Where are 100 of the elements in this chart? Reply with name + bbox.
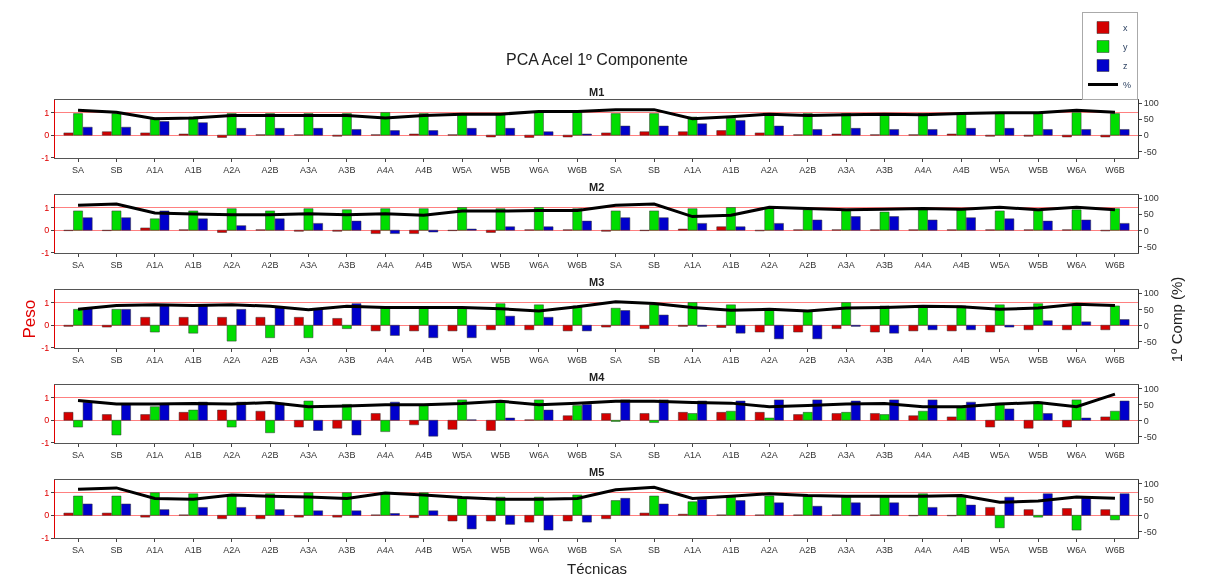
x-tick-label: A1B [722,164,740,175]
x-tick-label: SA [72,164,85,175]
x-tick-label: A4A [376,544,394,555]
line-series [76,202,1117,219]
x-tick-label: A4B [952,449,970,460]
x-tick-label: A3A [299,164,317,175]
x-tick-label: A3B [876,354,894,365]
x-tick-label: A4A [376,449,394,460]
x-tick-label: SA [72,259,85,270]
chart-subtitle: M5 [589,466,605,478]
x-tick-label: SB [648,449,661,460]
x-tick-label: A1B [722,259,740,270]
chart-subtitle: M4 [589,371,606,383]
x-tick-label: W6A [1066,259,1087,270]
x-tick-label: A3A [299,544,317,555]
x-tick-label: W6B [567,449,588,460]
x-tick-label: A2A [223,164,241,175]
legend-label: y [1123,42,1128,53]
x-tick-label: W6A [529,449,549,460]
x-tick-label: A4A [914,449,932,460]
x-tick-label: W5A [989,164,1010,175]
x-tick-label: A2A [223,449,241,460]
y-tick-label: -1 [41,152,50,163]
x-tick-label: A2B [261,544,279,555]
x-tick-label: A1A [684,259,702,270]
y-tick-label: 1 [44,392,50,403]
chart-subtitle: M1 [589,86,605,98]
line-series [76,300,1117,313]
x-tick-label: W5A [452,354,472,365]
x-tick-label: A3B [338,259,356,270]
x-tick-label: A2B [261,449,279,460]
x-tick-label: SB [110,259,123,270]
y2-tick-label: 0 [1143,130,1149,141]
x-tick-label: A2A [223,259,241,270]
x-tick-label: A1B [184,354,202,365]
x-tick-label: A1A [146,164,164,175]
x-tick-label: A3B [338,449,356,460]
x-tick-label: A4A [376,354,394,365]
x-tick-label: A4B [952,259,970,270]
x-tick-label: A2B [799,449,817,460]
x-tick-label: SA [72,354,85,365]
x-tick-label: A2B [261,164,279,175]
x-tick-label: A2A [760,164,778,175]
y2-tick-label: -50 [1143,526,1157,537]
x-tick-label: A2A [760,354,778,365]
x-tick-label: A2A [223,544,241,555]
x-tick-label: SA [609,259,622,270]
x-tick-label: W5B [490,449,511,460]
y-tick-label: 1 [44,107,50,118]
x-tick-label: SB [648,259,661,270]
chart-title: PCA Acel 1º Componente [506,51,689,68]
x-tick-label: SA [609,449,622,460]
x-tick-label: A3A [299,354,317,365]
x-tick-label: SA [72,544,85,555]
x-tick-label: SA [609,544,622,555]
y2-tick-label: 50 [1143,114,1154,125]
x-tick-label: A2A [223,354,241,365]
x-tick-label: A3B [876,544,894,555]
x-tick-label: A4A [914,544,932,555]
x-tick-label: A3B [338,354,356,365]
x-tick-label: A2B [799,164,817,175]
x-tick-label: A2A [760,259,778,270]
y2-tick-label: 100 [1143,478,1159,489]
y2-tick-label: -50 [1143,431,1157,442]
x-tick-label: A4A [914,259,932,270]
x-tick-label: SB [110,354,123,365]
y-tick-label: 1 [44,487,50,498]
x-tick-label: SB [110,544,123,555]
x-tick-label: W5A [989,259,1010,270]
x-tick-label: W5B [1028,449,1048,460]
y2-tick-label: 100 [1143,193,1159,204]
y2-tick-label: 0 [1143,510,1149,521]
line-series [76,108,1117,121]
y2-tick-label: -50 [1143,336,1157,347]
x-tick-label: A3A [837,259,855,270]
chart-subtitle: M2 [589,181,605,193]
x-tick-label: W5B [1028,544,1048,555]
y2-tick-label: -50 [1143,241,1157,252]
x-tick-label: A3A [837,354,855,365]
x-tick-label: A3A [837,449,855,460]
x-tick-label: SB [110,164,123,175]
x-tick-label: W5A [989,449,1010,460]
line-series [76,392,1117,409]
x-tick-label: W6B [1105,449,1125,460]
x-tick-label: W6B [1105,259,1125,270]
x-tick-label: A1A [684,449,702,460]
x-tick-label: A2B [261,354,279,365]
x-tick-label: SB [648,544,661,555]
x-tick-label: A4A [376,259,394,270]
x-axis-title: Técnicas [567,560,628,577]
y2-tick-label: 0 [1143,415,1149,426]
x-tick-label: A1A [684,544,702,555]
x-tick-label: A3A [837,544,855,555]
x-tick-label: A2A [760,449,778,460]
x-tick-label: W6A [1066,449,1087,460]
y2-tick-label: 0 [1143,225,1149,236]
x-tick-label: W6A [529,164,549,175]
x-tick-label: W6A [529,354,549,365]
y2-tick-label: 100 [1143,288,1159,299]
x-tick-label: W5B [490,259,511,270]
